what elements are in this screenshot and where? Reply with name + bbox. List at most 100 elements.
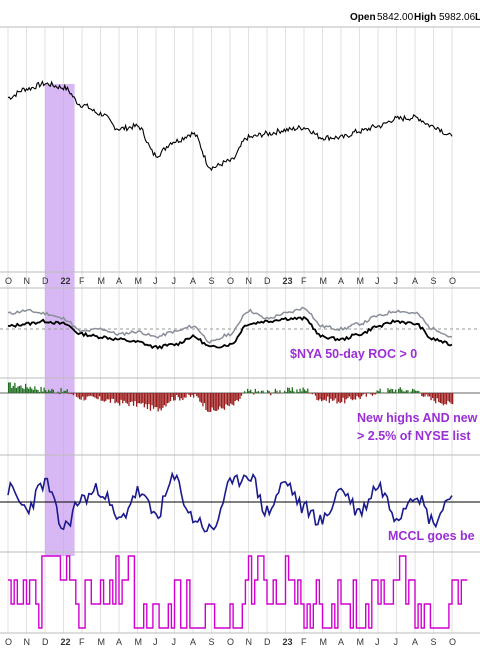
nh-bar <box>399 387 401 393</box>
nh-bar <box>152 393 155 409</box>
month-tick-label: M <box>98 276 106 286</box>
nh-bar <box>34 386 36 393</box>
nh-bar <box>452 393 454 405</box>
nh-bar <box>262 390 264 393</box>
nh-bar <box>291 387 293 393</box>
nh-bar <box>126 393 128 404</box>
nh-bar <box>183 393 186 398</box>
nh-bar <box>334 393 337 399</box>
nh-bar <box>450 393 452 404</box>
nh-bar <box>439 393 441 404</box>
nh-bar <box>83 393 85 401</box>
nh-bar <box>324 393 326 400</box>
month-tick-label: 22 <box>61 637 71 647</box>
signal-series-line <box>8 555 468 629</box>
month-tick-label: 23 <box>283 276 293 286</box>
nh-bar <box>330 393 332 399</box>
nh-bar <box>136 393 138 407</box>
nh-bar <box>145 393 147 405</box>
nh-bar <box>146 393 149 409</box>
nh-bar <box>361 393 363 397</box>
nh-bar <box>119 393 121 406</box>
month-tick-label: D <box>42 637 49 647</box>
nh-bar <box>322 393 324 401</box>
nh-bar <box>237 393 239 402</box>
month-tick-label: O <box>5 276 12 286</box>
nh-bar <box>267 390 269 393</box>
nh-bar <box>23 388 25 393</box>
price-series-line <box>7 79 453 172</box>
nh-bar <box>20 385 22 393</box>
nh-bar <box>11 387 13 393</box>
newhighs-annotation-1: New highs AND new <box>357 411 478 425</box>
month-tick-label: N <box>24 276 31 286</box>
nh-bar <box>205 393 207 410</box>
nh-bar <box>71 393 73 395</box>
nh-bar <box>143 393 145 408</box>
nh-bar <box>217 393 219 410</box>
nh-bar <box>131 393 133 402</box>
nh-bar <box>279 390 281 393</box>
nh-bar <box>162 393 164 408</box>
nh-bar <box>185 393 187 398</box>
nh-bar <box>32 389 34 393</box>
nh-bar <box>247 388 249 393</box>
nh-bar <box>354 393 357 400</box>
nh-bar <box>163 393 165 406</box>
nh-bar <box>77 393 79 398</box>
nh-bar <box>370 393 372 395</box>
nh-bar <box>234 393 236 401</box>
nh-bar <box>254 388 256 393</box>
nh-bar <box>203 393 206 404</box>
nh-bar <box>253 393 255 395</box>
nh-bar <box>139 393 141 404</box>
nh-bar <box>115 393 118 403</box>
nh-bar <box>245 392 247 393</box>
nh-bar <box>102 393 104 401</box>
newhighs-annotation-2: > 2.5% of NYSE list <box>357 429 471 443</box>
nh-bar <box>160 393 162 411</box>
mccl-annotation: MCCL goes be <box>388 529 475 543</box>
nh-bar <box>305 391 307 393</box>
nh-bar <box>137 393 139 404</box>
month-tick-label: J <box>153 637 158 647</box>
nh-bar <box>314 393 317 396</box>
nh-bar <box>182 393 184 400</box>
nh-bar <box>191 393 193 395</box>
month-ticks-bottom: O N D 22 F M A M J J A S O N D 23 F M A M J J A S O <box>5 637 456 647</box>
nh-bar <box>173 393 175 401</box>
nh-bar <box>208 393 210 412</box>
nh-bar <box>257 391 260 393</box>
month-tick-label: D <box>264 276 271 286</box>
nh-bar <box>344 393 346 404</box>
nh-bar <box>251 392 253 393</box>
nh-bar <box>114 393 116 404</box>
nh-bar <box>100 393 102 401</box>
nh-bar <box>219 393 221 407</box>
nh-bar <box>233 393 235 406</box>
nh-bar <box>180 393 182 399</box>
nh-bar <box>197 393 199 398</box>
month-tick-label: J <box>394 637 399 647</box>
month-tick-label: J <box>375 637 380 647</box>
nh-bar <box>432 393 434 398</box>
nh-bar <box>248 390 250 393</box>
nh-bar <box>297 392 300 393</box>
nh-bar <box>194 393 196 394</box>
nh-bar <box>142 393 144 403</box>
nh-bar <box>308 393 310 394</box>
nh-bar <box>379 388 381 393</box>
nh-bar <box>216 393 218 411</box>
nh-bar <box>304 389 306 393</box>
nh-bar <box>411 388 414 393</box>
nh-bar <box>376 390 378 393</box>
nh-bar <box>9 382 11 393</box>
nh-bar <box>328 393 330 403</box>
nh-bar <box>62 392 64 393</box>
nh-bar <box>174 393 176 401</box>
nh-bar <box>75 393 78 397</box>
open-value: 5842.00 <box>377 12 414 23</box>
nh-bar <box>222 393 224 409</box>
month-tick-label: M <box>357 637 365 647</box>
nh-bar <box>435 393 437 404</box>
